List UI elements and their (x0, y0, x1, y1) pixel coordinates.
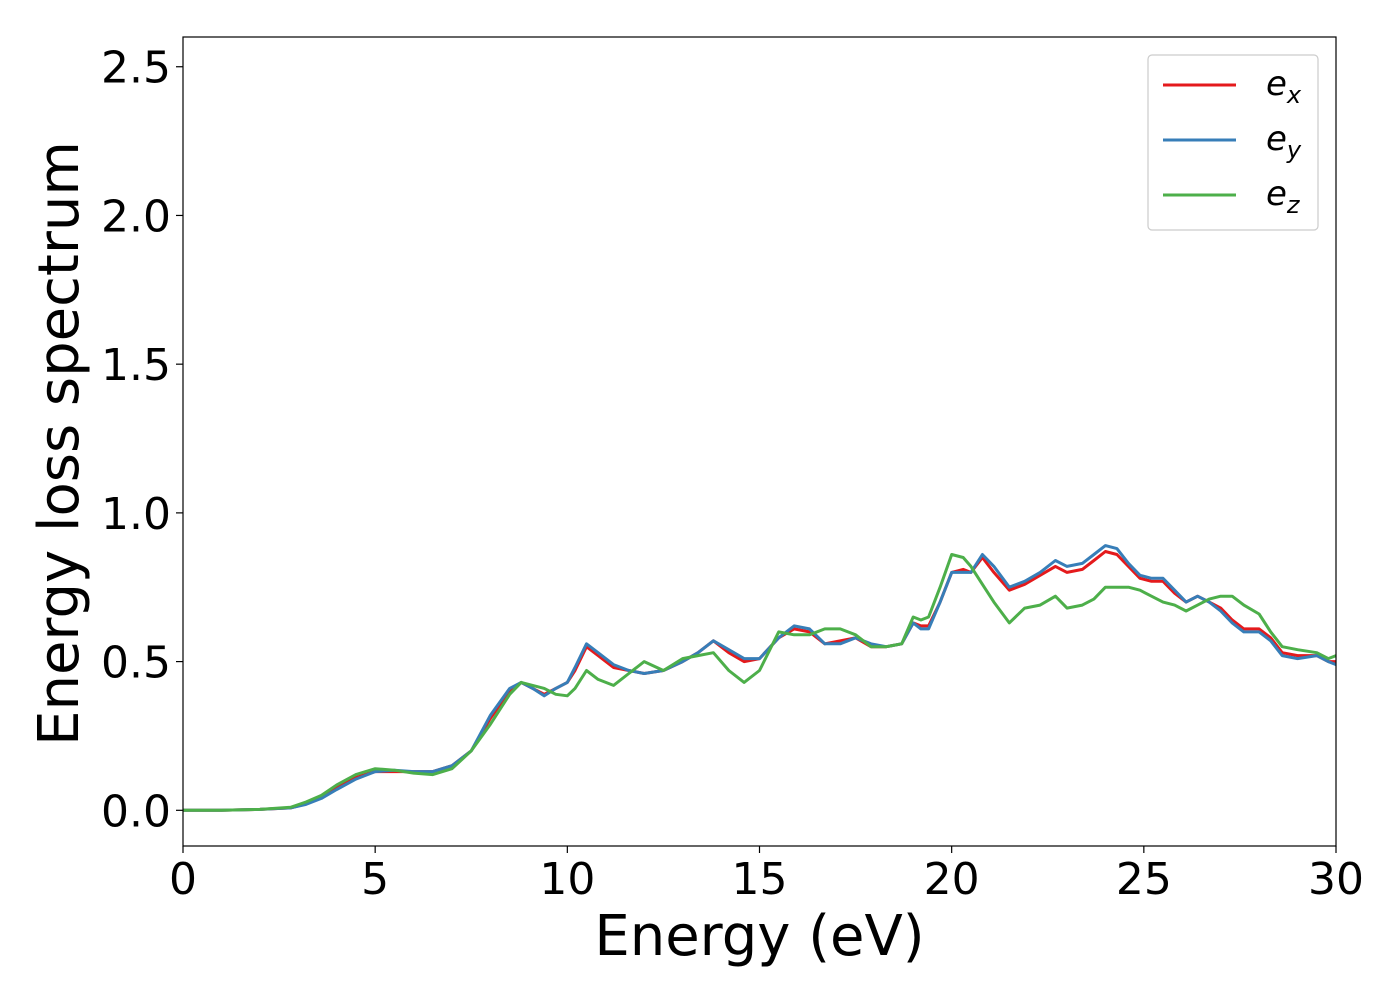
legend-label-x: ex (1266, 64, 1302, 109)
y-tick-label: 2.0 (101, 191, 171, 242)
x-tick-label: 0 (169, 854, 197, 905)
legend-box (1147, 54, 1319, 231)
ticks-layer: 0 5 10 15 20 25 30 0.0 0.5 1.0 1.5 2.0 2.5 (101, 43, 1364, 905)
x-tick-label: 30 (1308, 854, 1364, 905)
legend-label-subscript: x (1286, 81, 1302, 109)
x-tick-label: 10 (539, 854, 595, 905)
series-line-x (183, 550, 1336, 812)
x-tick-label: 15 (732, 854, 788, 905)
legend-label-main: e (1266, 64, 1287, 104)
y-axis-label: Energy loss spectrum (27, 141, 92, 746)
y-tick-label: 0.0 (101, 786, 171, 837)
legend-label-main: e (1266, 174, 1287, 214)
legend-label-subscript: y (1286, 136, 1302, 164)
y-tick-label: 1.0 (101, 489, 171, 540)
y-tick-label: 0.5 (101, 638, 171, 689)
legend-label-subscript: z (1286, 191, 1301, 219)
x-tick-label: 25 (1116, 854, 1172, 905)
series-layer (183, 544, 1336, 812)
x-tick-label: 20 (924, 854, 980, 905)
series-line-z (183, 553, 1336, 812)
y-tick-label: 1.5 (101, 340, 171, 391)
series-line-y (183, 544, 1336, 812)
x-axis-label: Energy (eV) (594, 904, 924, 969)
x-tick-label: 5 (361, 854, 389, 905)
y-tick-label: 2.5 (101, 43, 171, 94)
legend-label-z: ez (1266, 174, 1301, 219)
legend-label-y: ey (1266, 119, 1302, 164)
legend-label-main: e (1266, 119, 1287, 159)
